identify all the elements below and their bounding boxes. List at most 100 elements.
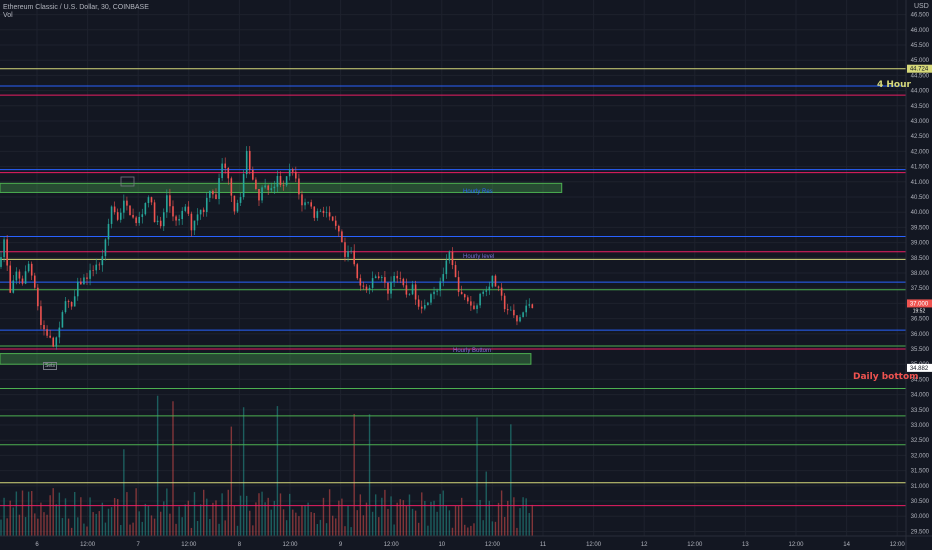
y-tick-label: 44.000	[911, 89, 930, 95]
candle-body	[110, 206, 113, 224]
price-axis[interactable]: 46.500 46.000 45.500 45.000 44.500 44.000 43.5…	[905, 0, 932, 550]
candle-body	[295, 171, 297, 179]
y-tick-label: 38.000	[911, 271, 930, 277]
candle-body	[313, 206, 316, 218]
volume-bar	[335, 518, 337, 536]
candle-body	[98, 264, 101, 266]
volume-bar	[249, 510, 251, 536]
volume-bar	[503, 516, 506, 536]
candle-body	[359, 278, 362, 286]
x-tick-label: 12:00	[384, 542, 400, 548]
candle-body	[49, 335, 51, 338]
time-axis[interactable]: 6 12:00 7 12:00 8 12:00 9 12:00 10 12:00 11 12:00 12…	[0, 535, 932, 548]
y-tick-label: 36.000	[911, 332, 930, 338]
volume-bar	[482, 520, 484, 536]
volume-bar	[202, 489, 205, 536]
hourly-res-label: Hourly Res	[463, 189, 493, 195]
volume-bar	[500, 490, 503, 536]
candle-body	[52, 337, 55, 347]
volume-bar	[27, 491, 30, 536]
volume-bar	[525, 498, 527, 536]
candle-body	[113, 206, 116, 213]
y-tick-label: 44.500	[911, 73, 930, 79]
candle-body	[144, 203, 147, 215]
candle-body	[64, 301, 67, 313]
candle-body	[107, 223, 110, 240]
volume-bar	[390, 496, 392, 536]
candle-body	[387, 282, 389, 294]
candle-body	[261, 187, 263, 201]
upper-price-tag-bg	[907, 64, 932, 73]
candle-body	[310, 202, 312, 207]
candle-body	[344, 242, 346, 257]
candle-body	[427, 302, 429, 306]
volume-bar	[488, 500, 491, 536]
volume-bar	[3, 497, 5, 536]
volume-bar	[101, 502, 104, 536]
candle-body	[18, 271, 21, 279]
volume-bar	[288, 493, 291, 536]
volume-bar	[141, 521, 143, 536]
candle-body	[457, 277, 460, 292]
volume-bar	[338, 500, 340, 536]
candle-body	[485, 290, 488, 292]
candle-body	[307, 202, 309, 203]
candle-body	[288, 169, 291, 177]
candle-body	[316, 211, 319, 218]
volume-bar	[510, 424, 512, 536]
y-tick-label: 42.500	[911, 134, 930, 140]
candle-body	[159, 220, 162, 227]
volume-bar	[0, 519, 2, 536]
volume-bar	[448, 510, 451, 536]
volume-bar	[353, 413, 355, 536]
four-hour-label: 4 Hour	[877, 80, 911, 90]
candle-body	[291, 169, 294, 172]
candle-body	[255, 179, 257, 189]
volume-bar	[126, 492, 128, 536]
candle-body	[40, 306, 42, 326]
candle-body	[371, 278, 374, 288]
candle-body	[267, 185, 269, 190]
candle-body	[138, 216, 141, 224]
candle-body	[411, 284, 414, 295]
y-tick-label: 43.000	[911, 119, 930, 125]
y-tick-label: 41.500	[911, 165, 930, 171]
candle-body	[236, 202, 239, 212]
x-tick-label: 12:00	[485, 542, 501, 548]
candle-body	[476, 305, 478, 309]
candle-body	[212, 190, 214, 195]
candle-body	[420, 306, 423, 309]
candle-body	[181, 210, 183, 220]
candle-body	[248, 150, 251, 170]
candle-body	[30, 263, 33, 276]
candle-body	[494, 275, 497, 287]
candle-body	[408, 294, 411, 295]
volume-bar	[301, 505, 303, 536]
small-annotation-box	[120, 176, 135, 187]
current-price-tag-bg	[907, 299, 932, 308]
candle-body	[258, 188, 260, 201]
volume-bar	[172, 401, 174, 536]
y-tick-label: 33.500	[911, 408, 930, 414]
volume-bar	[9, 500, 11, 536]
volume-bar	[273, 500, 276, 536]
candle-body	[454, 265, 457, 278]
chart-title: Ethereum Classic / U.S. Dollar, 30, COIN…	[3, 4, 149, 11]
volume-bar	[46, 514, 48, 536]
candle-body	[439, 281, 441, 291]
volume-bar	[451, 527, 454, 536]
volume-bar	[261, 491, 263, 536]
candle-body	[233, 195, 236, 212]
candle-body	[513, 309, 515, 316]
volume-bar	[433, 500, 435, 536]
volume-bar	[267, 497, 269, 536]
candle-body	[528, 304, 531, 306]
volume-bar	[464, 524, 466, 536]
volume-bar	[470, 525, 472, 536]
candle-body	[519, 317, 521, 322]
candle-body	[239, 197, 242, 203]
candle-body	[405, 285, 408, 295]
volume-bar	[316, 524, 319, 536]
daily-bottom-label: Daily bottom	[853, 372, 919, 382]
